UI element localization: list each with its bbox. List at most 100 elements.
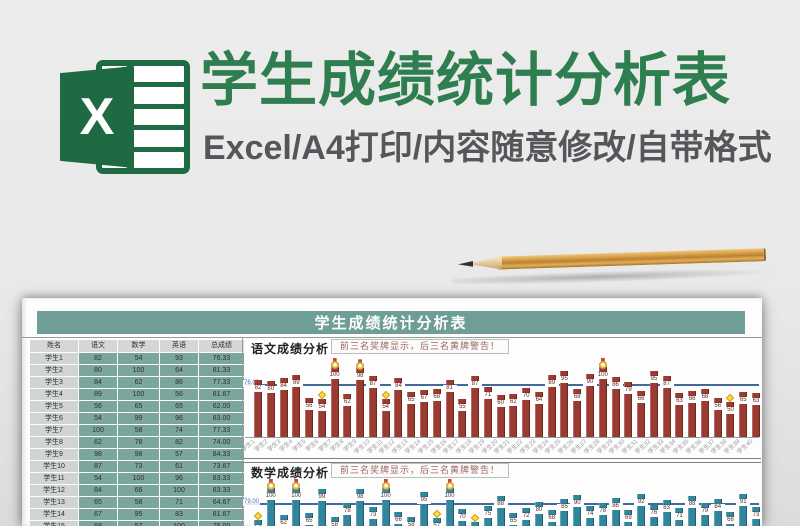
score-cell: 65 xyxy=(118,401,159,412)
sheet-title-bar: 学生成绩统计分析表 xyxy=(37,311,745,334)
student-name-cell: 学生13 xyxy=(30,497,78,508)
preview-page: 学生成绩统计分析表 姓名 语文 数学 英语 总成绩 学生1 82 54 93 76.33 学生2 8… xyxy=(22,298,762,526)
student-name-cell: 学生7 xyxy=(30,425,78,436)
score-cell: 81.33 xyxy=(199,365,244,376)
value-label: 87 xyxy=(659,381,674,389)
value-label: 89 xyxy=(544,379,559,387)
bar xyxy=(534,502,543,526)
analysis-panel: 语文成绩分析 前三名奖牌显示，后三名黄牌警告！ 76.08 82 学生1 80 学生2 8… xyxy=(241,337,762,526)
value-label: 73 xyxy=(749,511,762,519)
score-cell: 100 xyxy=(160,521,198,526)
value-label: 80 xyxy=(531,507,546,514)
warning-icon xyxy=(317,390,327,400)
value-label: 100 xyxy=(289,493,304,500)
score-cell: 61 xyxy=(160,461,198,472)
value-label: 55 xyxy=(455,403,470,411)
score-cell: 84 xyxy=(79,377,117,388)
student-name-cell: 学生5 xyxy=(30,401,78,412)
value-label: 88 xyxy=(493,501,508,509)
score-cell: 54 xyxy=(79,473,117,484)
score-cell: 75.00 xyxy=(199,521,244,526)
bar xyxy=(254,520,262,526)
bar xyxy=(317,488,326,526)
score-cell: 62.00 xyxy=(199,401,244,412)
value-label: 66 xyxy=(634,395,649,403)
score-cell: 82 xyxy=(79,353,117,364)
value-label: 65 xyxy=(404,396,419,404)
bar xyxy=(560,370,569,437)
bar xyxy=(560,498,569,526)
value-label: 66 xyxy=(723,516,738,524)
section-note-math: 前三名奖牌显示，后三名黄牌警告！ xyxy=(331,463,510,478)
bar xyxy=(432,389,441,437)
score-cell: 81.67 xyxy=(199,509,244,520)
table-row: 学生10 87 73 61 73.67 xyxy=(30,461,244,472)
value-label: 85 xyxy=(557,503,572,511)
value-label: 82 xyxy=(251,384,265,392)
separator-line xyxy=(243,458,761,463)
value-label: 90 xyxy=(583,379,598,386)
column-header: 总成绩 xyxy=(199,340,244,352)
score-cell: 65 xyxy=(79,497,117,508)
value-label: 63 xyxy=(749,397,762,405)
value-label: 56 xyxy=(710,402,725,410)
value-label: 95 xyxy=(417,496,431,504)
bar xyxy=(662,376,671,437)
score-cell: 98 xyxy=(79,449,117,460)
score-cell: 57 xyxy=(118,521,159,526)
value-label: 87 xyxy=(365,381,380,389)
column-header: 数学 xyxy=(118,340,159,352)
medal-icon xyxy=(266,479,275,490)
table-row: 学生14 67 95 83 81.67 xyxy=(30,509,244,520)
logo-x-letter: X xyxy=(60,66,134,168)
score-cell: 81.67 xyxy=(199,389,244,400)
medal-icon xyxy=(292,479,301,490)
bar xyxy=(509,393,518,437)
score-cell: 54 xyxy=(79,413,117,424)
table-row: 学生5 56 65 65 62.00 xyxy=(30,401,244,412)
score-cell: 83 xyxy=(160,509,198,520)
student-name-cell: 学生15 xyxy=(30,521,78,526)
table-header-row: 姓名 语文 数学 英语 总成绩 xyxy=(30,340,244,352)
value-label: 62 xyxy=(276,519,291,526)
value-label: 74 xyxy=(583,511,598,519)
pencil-graphite-tip xyxy=(458,257,473,270)
bar xyxy=(368,376,377,437)
student-name-cell: 学生11 xyxy=(30,473,78,484)
student-name-cell: 学生9 xyxy=(30,449,78,460)
warning-icon xyxy=(253,511,263,521)
value-label: 58 xyxy=(404,522,419,526)
value-label: 68 xyxy=(697,394,712,402)
student-name-cell: 学生3 xyxy=(30,377,78,388)
bar xyxy=(420,491,428,526)
bar xyxy=(356,489,365,526)
value-label: 79 xyxy=(621,386,636,394)
value-label: 91 xyxy=(736,499,751,507)
value-label: 54 xyxy=(378,404,393,412)
score-cell: 77.33 xyxy=(199,377,244,388)
bar xyxy=(739,494,748,526)
bar xyxy=(586,374,595,437)
medal-icon xyxy=(356,359,365,371)
bar xyxy=(317,399,326,437)
banner-subtitle: Excel/A4打印/内容随意修改/自带格式 xyxy=(203,129,772,167)
value-label: 84 xyxy=(710,504,725,512)
score-cell: 100 xyxy=(118,473,159,484)
table-row: 学生13 65 58 71 64.67 xyxy=(30,497,244,508)
score-cell: 74 xyxy=(160,425,198,436)
average-label: 79.00 xyxy=(243,498,261,506)
bar xyxy=(739,391,748,437)
value-label: 65 xyxy=(736,396,751,404)
bar xyxy=(547,374,556,437)
bar xyxy=(330,367,339,437)
value-label: 70 xyxy=(519,393,534,400)
score-cell: 95 xyxy=(118,509,159,520)
score-cell: 98 xyxy=(118,449,159,460)
bar xyxy=(637,390,646,437)
bar xyxy=(330,517,339,526)
average-line xyxy=(245,383,759,386)
score-cell: 73.67 xyxy=(199,461,244,472)
medal-icon xyxy=(445,479,454,490)
score-cell: 93 xyxy=(160,353,198,364)
bar xyxy=(305,397,314,437)
